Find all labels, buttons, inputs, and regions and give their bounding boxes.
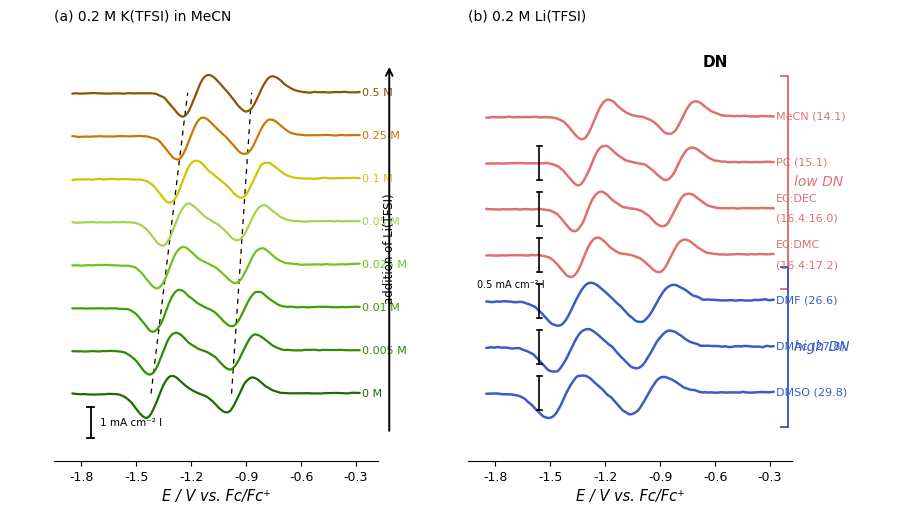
- Text: 1 mA cm⁻² I: 1 mA cm⁻² I: [100, 418, 162, 428]
- Text: 0.5 mA cm⁻² I: 0.5 mA cm⁻² I: [477, 280, 544, 290]
- Text: MeCN (14.1): MeCN (14.1): [776, 112, 845, 122]
- Text: 0.025 M: 0.025 M: [362, 260, 407, 270]
- Text: 0.005 M: 0.005 M: [362, 346, 406, 356]
- Text: high DN: high DN: [794, 340, 850, 354]
- Text: DMAc (27.8): DMAc (27.8): [776, 342, 844, 352]
- Text: 0 M: 0 M: [362, 389, 382, 399]
- Text: 0.1 M: 0.1 M: [362, 174, 392, 184]
- Text: low DN: low DN: [794, 176, 843, 189]
- Text: 0.5 M: 0.5 M: [362, 88, 392, 98]
- Text: EC:DMC: EC:DMC: [776, 239, 820, 249]
- Text: PC (15.1): PC (15.1): [776, 158, 827, 168]
- Text: DMF (26.6): DMF (26.6): [776, 296, 837, 306]
- Text: (16.4:16.0): (16.4:16.0): [776, 214, 837, 224]
- Text: 0.25 M: 0.25 M: [362, 131, 400, 141]
- Text: (16.4:17.2): (16.4:17.2): [776, 260, 838, 270]
- Text: DN: DN: [702, 56, 728, 70]
- X-axis label: E / V vs. Fc/Fc⁺: E / V vs. Fc/Fc⁺: [162, 489, 270, 505]
- Text: (a) 0.2 M K(TFSI) in MeCN: (a) 0.2 M K(TFSI) in MeCN: [54, 9, 231, 24]
- X-axis label: E / V vs. Fc/Fc⁺: E / V vs. Fc/Fc⁺: [576, 489, 684, 505]
- Text: DMSO (29.8): DMSO (29.8): [776, 388, 847, 398]
- Text: (b) 0.2 M Li(TFSI): (b) 0.2 M Li(TFSI): [468, 9, 586, 24]
- Text: 0.05 M: 0.05 M: [362, 217, 400, 227]
- Text: EC:DEC: EC:DEC: [776, 193, 817, 203]
- Text: 0.01 M: 0.01 M: [362, 303, 400, 313]
- Text: addition of Li(TFSI): addition of Li(TFSI): [382, 193, 396, 304]
